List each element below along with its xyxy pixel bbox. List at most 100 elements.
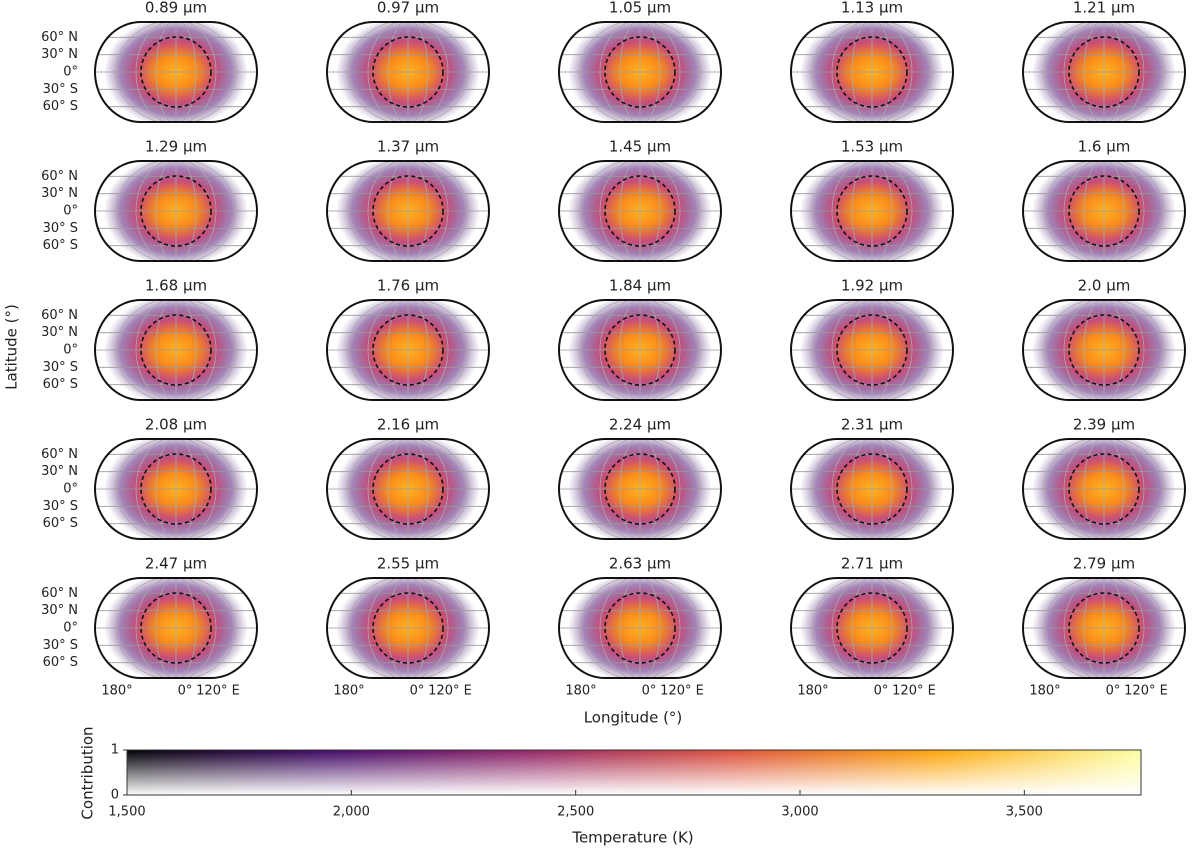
meridian <box>811 578 933 678</box>
meridian <box>831 161 913 261</box>
map-outline <box>558 21 722 123</box>
meridian <box>115 439 237 539</box>
meridian <box>115 22 237 122</box>
dayside-outline <box>372 453 444 525</box>
map-panel <box>95 300 257 400</box>
y-tick-label: 60° S <box>43 238 78 253</box>
meridian <box>619 439 661 539</box>
map-outline <box>790 577 954 679</box>
meridian <box>135 22 217 122</box>
map-panel <box>791 22 953 122</box>
meridian <box>599 22 681 122</box>
meridian <box>599 578 681 678</box>
map-outline <box>558 299 722 401</box>
map-outline <box>1022 21 1186 123</box>
meridian <box>579 439 701 539</box>
meridian <box>619 578 661 678</box>
map-outline <box>558 438 722 540</box>
panel-title: 1.45 µm <box>609 138 671 156</box>
meridian <box>811 439 933 539</box>
map-panel <box>1023 578 1185 678</box>
colorbar-tick-label: 3,000 <box>781 805 818 820</box>
y-tick-label: 0° <box>63 621 78 636</box>
meridian <box>851 578 893 678</box>
meridian <box>347 22 469 122</box>
meridian <box>831 439 913 539</box>
map-panel <box>1023 22 1185 122</box>
map-panel <box>95 161 257 261</box>
dayside-outline <box>372 175 444 247</box>
y-tick-label: 60° N <box>41 308 78 323</box>
y-tick-label: 30° N <box>41 47 78 62</box>
meridian <box>851 22 893 122</box>
x-tick-label: 0° <box>410 684 425 699</box>
colorbar-tick-label: 1,500 <box>108 805 145 820</box>
map-outline <box>94 160 258 262</box>
meridian <box>347 578 469 678</box>
map-panel <box>559 439 721 539</box>
x-tick-label: 0° <box>642 684 657 699</box>
x-tick-label: 180° <box>797 684 828 699</box>
panel-title: 2.63 µm <box>609 555 671 573</box>
x-tick-label: 0° <box>178 684 193 699</box>
y-tick-label: 60° S <box>43 377 78 392</box>
meridian <box>1063 22 1145 122</box>
dayside-outline <box>140 592 212 664</box>
map-outline <box>326 160 490 262</box>
dayside-outline <box>1068 592 1140 664</box>
colorbar-tick-label: 3,500 <box>1006 805 1043 820</box>
meridian <box>115 300 237 400</box>
x-tick-label: 180° <box>333 684 364 699</box>
panel-title: 1.53 µm <box>841 138 903 156</box>
panel-title: 1.6 µm <box>1078 138 1131 156</box>
x-tick-label: 120° E <box>892 684 936 699</box>
y-axis-label: Latitude (°) <box>3 304 21 390</box>
panel-title: 2.47 µm <box>145 555 207 573</box>
meridian <box>367 161 449 261</box>
meridian <box>1043 578 1165 678</box>
y-tick-label: 60° N <box>41 447 78 462</box>
meridian <box>851 439 893 539</box>
dayside-outline <box>604 175 676 247</box>
y-tick-label: 0° <box>63 204 78 219</box>
meridian <box>387 439 429 539</box>
map-outline <box>1022 160 1186 262</box>
meridian <box>347 439 469 539</box>
map-panel <box>559 578 721 678</box>
map-panel <box>1023 300 1185 400</box>
panel-title: 2.79 µm <box>1073 555 1135 573</box>
meridian <box>367 439 449 539</box>
map-panel <box>327 161 489 261</box>
y-tick-label: 30° N <box>41 464 78 479</box>
dayside-outline <box>372 592 444 664</box>
x-tick-label: 0° <box>1106 684 1121 699</box>
dayside-outline <box>604 592 676 664</box>
meridian <box>811 300 933 400</box>
panel-title: 2.31 µm <box>841 416 903 434</box>
dayside-outline <box>140 314 212 386</box>
panel-title: 1.92 µm <box>841 277 903 295</box>
y-tick-label: 60° N <box>41 586 78 601</box>
panel-title: 1.29 µm <box>145 138 207 156</box>
meridian <box>599 300 681 400</box>
dayside-outline <box>1068 36 1140 108</box>
map-panel <box>327 300 489 400</box>
y-tick-label: 30° N <box>41 325 78 340</box>
x-tick-label: 180° <box>101 684 132 699</box>
colorbar-y-tick-label: 1 <box>111 743 119 758</box>
meridian <box>831 22 913 122</box>
panel-title: 0.97 µm <box>377 0 439 17</box>
meridian <box>135 161 217 261</box>
dayside-outline <box>1068 314 1140 386</box>
map-panel <box>327 578 489 678</box>
meridian <box>1083 161 1125 261</box>
y-tick-label: 0° <box>63 65 78 80</box>
meridian <box>831 300 913 400</box>
panel-title: 1.84 µm <box>609 277 671 295</box>
meridian <box>619 161 661 261</box>
y-tick-label: 30° S <box>43 360 78 375</box>
meridian <box>579 22 701 122</box>
x-tick-label: 120° E <box>660 684 704 699</box>
panel-title: 1.21 µm <box>1073 0 1135 17</box>
